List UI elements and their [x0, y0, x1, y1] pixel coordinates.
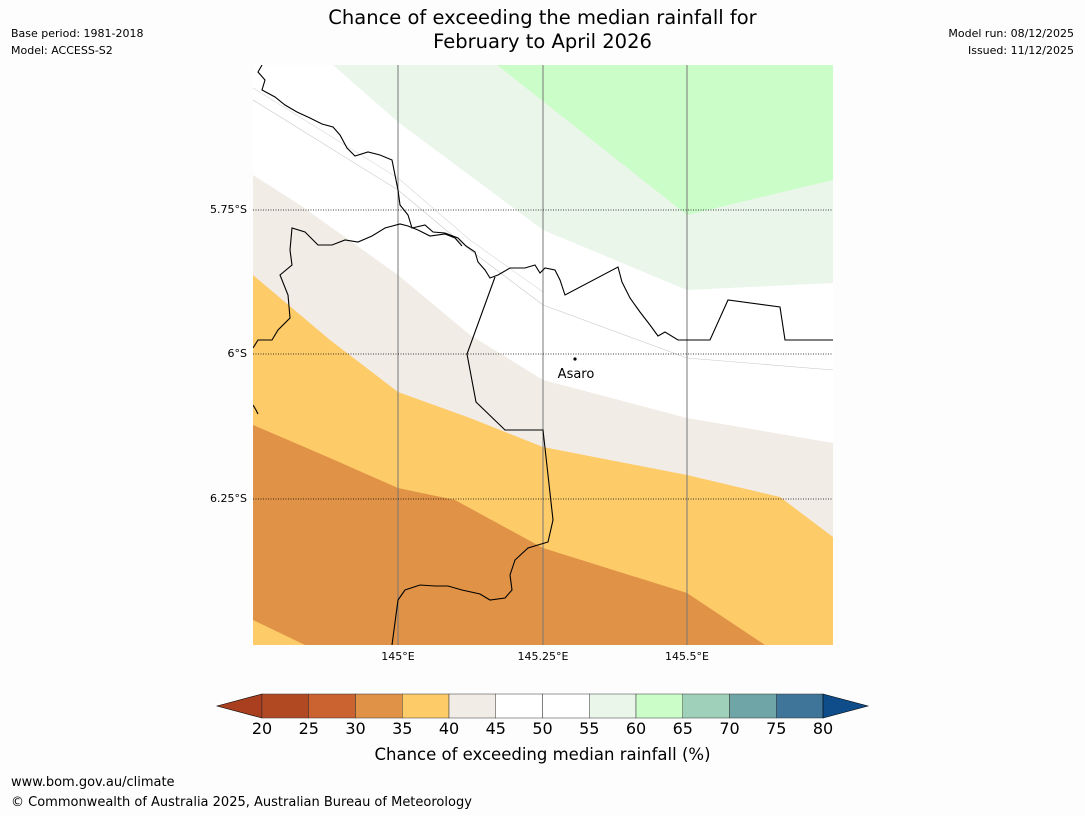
model-name: Model: ACCESS-S2 [11, 44, 113, 57]
colorbar-segment [308, 693, 356, 719]
colorbar-tick-label: 30 [345, 719, 366, 738]
lon-label-145-25: 145.25°E [518, 650, 569, 663]
colorbar-segment [589, 693, 637, 719]
colorbar-segment [261, 693, 309, 719]
colorbar-tick-label: 60 [625, 719, 647, 738]
band-30-35 [253, 425, 765, 645]
colorbar-tick-labels: 20 25 30 35 40 45 50 55 60 65 70 75 80 [0, 719, 1085, 739]
model-run: Model run: 08/12/2025 [948, 27, 1074, 40]
colorbar-segment [635, 693, 683, 719]
colorbar-segment [729, 693, 777, 719]
colorbar-segment [776, 693, 824, 719]
colorbar-tick-label: 75 [766, 719, 787, 738]
contour-line-1 [253, 99, 833, 371]
page-title: Chance of exceeding the median rainfall … [0, 6, 1085, 54]
asaro-label: Asaro [558, 367, 595, 382]
colorbar-tick-label: 25 [298, 719, 319, 738]
province-border-east [391, 276, 554, 645]
band-35-40-lower [253, 620, 305, 645]
contour-line-2 [253, 87, 544, 293]
province-border-west-tick [253, 404, 259, 415]
meta-left: Base period: 1981-2018 Model: ACCESS-S2 [11, 25, 143, 59]
colorbar-segment [448, 693, 496, 719]
lat-label-6: 6°S [228, 347, 247, 360]
colorbar-extend-low [215, 693, 263, 719]
colorbar-tick-label: 50 [532, 719, 553, 738]
colorbar-tick-label: 40 [438, 719, 460, 738]
province-border-south [253, 223, 463, 349]
colorbar-segment [542, 693, 590, 719]
colorbar-tick-label: 45 [485, 719, 506, 738]
colorbar-tick-label: 80 [812, 719, 834, 738]
band-60-65 [497, 65, 833, 215]
issued-date: Issued: 11/12/2025 [967, 44, 1074, 57]
map-area [253, 65, 833, 645]
colorbar-tick-label: 65 [672, 719, 693, 738]
lat-label-5-75: 5.75°S [210, 203, 247, 216]
colorbar-tick-label: 55 [579, 719, 600, 738]
footer-copyright: © Commonwealth of Australia 2025, Austra… [11, 795, 472, 810]
colorbar-extend-high [822, 693, 870, 719]
colorbar [215, 693, 870, 719]
lon-label-145-5: 145.5°E [665, 650, 709, 663]
base-period: Base period: 1981-2018 [11, 27, 144, 40]
province-border-north [257, 65, 833, 341]
colorbar-segment [355, 693, 403, 719]
meta-right: Model run: 08/12/2025 Issued: 11/12/2025 [948, 25, 1074, 59]
colorbar-segment [402, 693, 450, 719]
lat-label-6-25: 6.25°S [210, 492, 247, 505]
colorbar-segment [682, 693, 730, 719]
colorbar-tick-label: 35 [392, 719, 413, 738]
title-line-2: February to April 2026 [433, 30, 652, 53]
colorbar-tick-label: 70 [719, 719, 740, 738]
colorbar-tick-label: 20 [251, 719, 273, 738]
footer-url[interactable]: www.bom.gov.au/climate [11, 775, 175, 790]
lon-label-145: 145°E [381, 650, 414, 663]
colorbar-segment [495, 693, 543, 719]
title-line-1: Chance of exceeding the median rainfall … [328, 6, 757, 29]
asaro-marker [573, 357, 577, 361]
colorbar-title: Chance of exceeding median rainfall (%) [374, 745, 711, 764]
